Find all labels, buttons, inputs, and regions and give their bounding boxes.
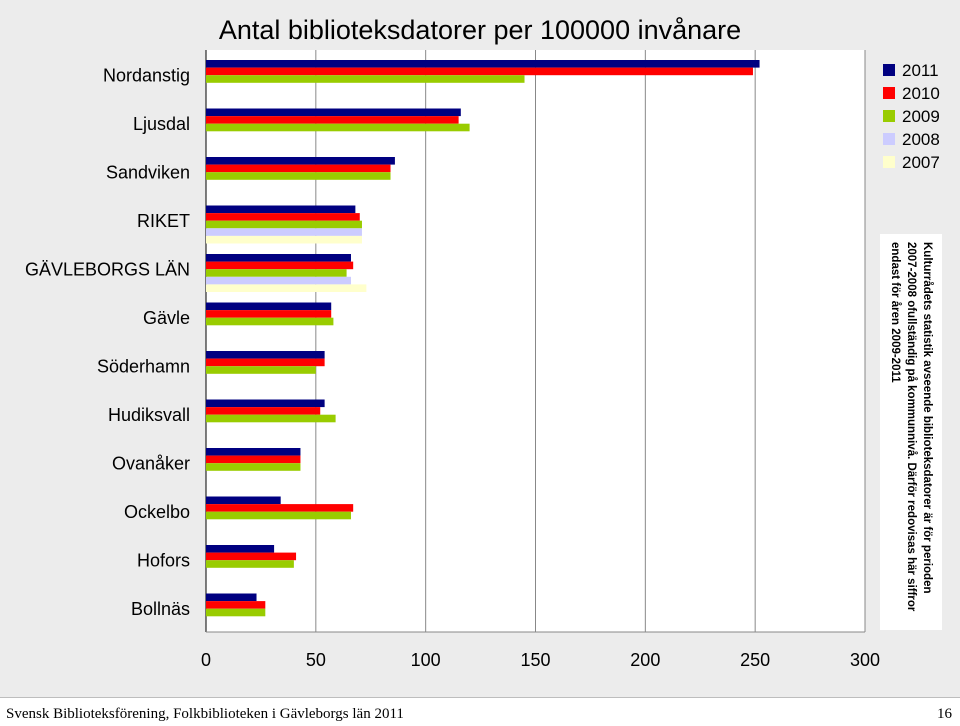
bar-2011-3 — [206, 157, 395, 165]
category-label: Ljusdal — [133, 114, 190, 134]
category-label: Ockelbo — [124, 502, 190, 522]
category-label: Sandviken — [106, 162, 190, 182]
bar-2009-11 — [206, 560, 294, 568]
bar-2010-3 — [206, 164, 391, 173]
bar-2011-2 — [206, 108, 461, 117]
bar-2009-3 — [206, 172, 391, 180]
bar-2010-2 — [206, 116, 459, 124]
legend-swatch — [883, 110, 895, 122]
x-tick-label: 50 — [306, 650, 326, 670]
category-label: Bollnäs — [131, 599, 190, 619]
legend-label: 2008 — [902, 130, 940, 149]
bar-2011-7 — [206, 351, 325, 359]
legend-label: 2011 — [902, 61, 939, 80]
bar-2007-5 — [206, 284, 367, 292]
bar-2010-6 — [206, 310, 332, 318]
category-label: Nordanstig — [103, 65, 190, 85]
x-tick-label: 300 — [850, 650, 880, 670]
note-box — [880, 234, 942, 630]
bar-2010-7 — [206, 358, 325, 367]
bar-2011-4 — [206, 205, 356, 214]
category-label: GÄVLEBORGS LÄN — [25, 259, 190, 279]
bar-2010-8 — [206, 407, 321, 415]
bar-2011-1 — [206, 60, 760, 68]
footer-bar — [0, 697, 960, 726]
bar-2011-12 — [206, 593, 257, 602]
category-label: Hudiksvall — [108, 405, 190, 425]
bar-2010-5 — [206, 261, 354, 270]
bar-2010-11 — [206, 552, 297, 561]
note-text: Kulturrådets statistik avseende bibliote… — [889, 242, 933, 612]
legend-swatch — [883, 64, 895, 76]
page-number: 16 — [937, 706, 952, 722]
bar-2009-4 — [206, 220, 362, 229]
x-tick-label: 100 — [411, 650, 441, 670]
bar-2008-5 — [206, 276, 351, 285]
bar-2010-9 — [206, 455, 301, 464]
bar-2010-4 — [206, 213, 360, 221]
bar-2007-4 — [206, 235, 362, 244]
bar-2010-1 — [206, 67, 753, 76]
bar-2011-10 — [206, 496, 281, 505]
chart-title: Antal biblioteksdatorer per 100000 invån… — [219, 15, 741, 45]
bar-2011-8 — [206, 399, 325, 408]
x-tick-label: 150 — [520, 650, 550, 670]
bar-2009-9 — [206, 463, 301, 471]
bar-2009-2 — [206, 123, 470, 132]
bar-2011-5 — [206, 254, 351, 262]
bar-2009-12 — [206, 608, 266, 617]
x-tick-label: 200 — [630, 650, 660, 670]
legend-swatch — [883, 156, 895, 168]
footer-source: Svensk Biblioteksförening, Folkbibliotek… — [6, 706, 404, 722]
category-label: Hofors — [137, 550, 190, 570]
category-label: Gävle — [143, 308, 190, 328]
legend-label: 2009 — [902, 107, 940, 126]
bar-2009-7 — [206, 366, 316, 374]
bar-2009-8 — [206, 414, 336, 423]
bar-2009-10 — [206, 511, 351, 520]
bar-2010-12 — [206, 601, 266, 609]
legend-label: 2010 — [902, 84, 940, 103]
bar-2011-11 — [206, 545, 275, 553]
x-tick-label: 0 — [201, 650, 211, 670]
bar-2011-9 — [206, 448, 301, 456]
bar-2011-6 — [206, 302, 332, 311]
category-label: Ovanåker — [112, 453, 190, 473]
bar-2010-10 — [206, 504, 354, 512]
category-label: Söderhamn — [97, 356, 190, 376]
legend-swatch — [883, 133, 895, 145]
bar-2009-6 — [206, 317, 334, 326]
legend-label: 2007 — [902, 153, 940, 172]
bar-2009-5 — [206, 269, 347, 277]
category-label: RIKET — [137, 211, 190, 231]
x-tick-label: 250 — [740, 650, 770, 670]
bar-2008-4 — [206, 228, 362, 236]
bar-2009-1 — [206, 75, 525, 83]
legend-swatch — [883, 87, 895, 99]
